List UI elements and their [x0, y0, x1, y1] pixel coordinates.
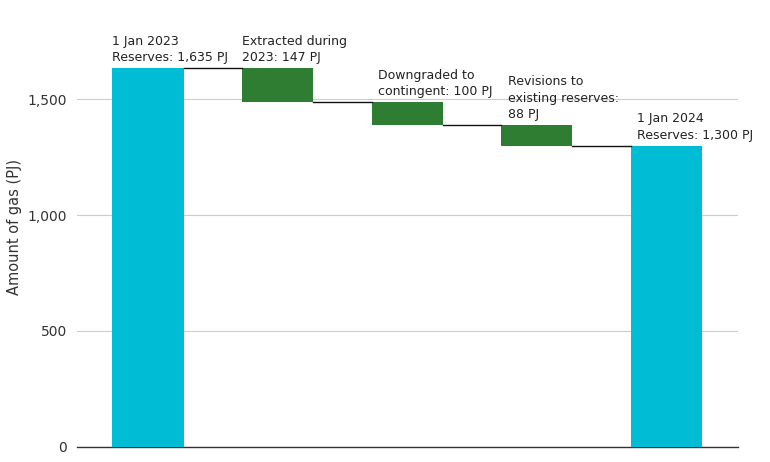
Bar — [501, 125, 572, 146]
Bar — [242, 68, 313, 102]
Text: 1 Jan 2024
Reserves: 1,300 PJ: 1 Jan 2024 Reserves: 1,300 PJ — [638, 112, 753, 142]
Text: Revisions to
existing reserves:
88 PJ: Revisions to existing reserves: 88 PJ — [507, 75, 618, 121]
Text: Downgraded to
contingent: 100 PJ: Downgraded to contingent: 100 PJ — [378, 68, 493, 98]
Text: Extracted during
2023: 147 PJ: Extracted during 2023: 147 PJ — [242, 35, 347, 64]
Bar — [631, 146, 702, 447]
Text: 1 Jan 2023
Reserves: 1,635 PJ: 1 Jan 2023 Reserves: 1,635 PJ — [112, 35, 229, 64]
Bar — [372, 102, 443, 125]
Bar — [112, 68, 183, 447]
Y-axis label: Amount of gas (PJ): Amount of gas (PJ) — [7, 159, 22, 295]
